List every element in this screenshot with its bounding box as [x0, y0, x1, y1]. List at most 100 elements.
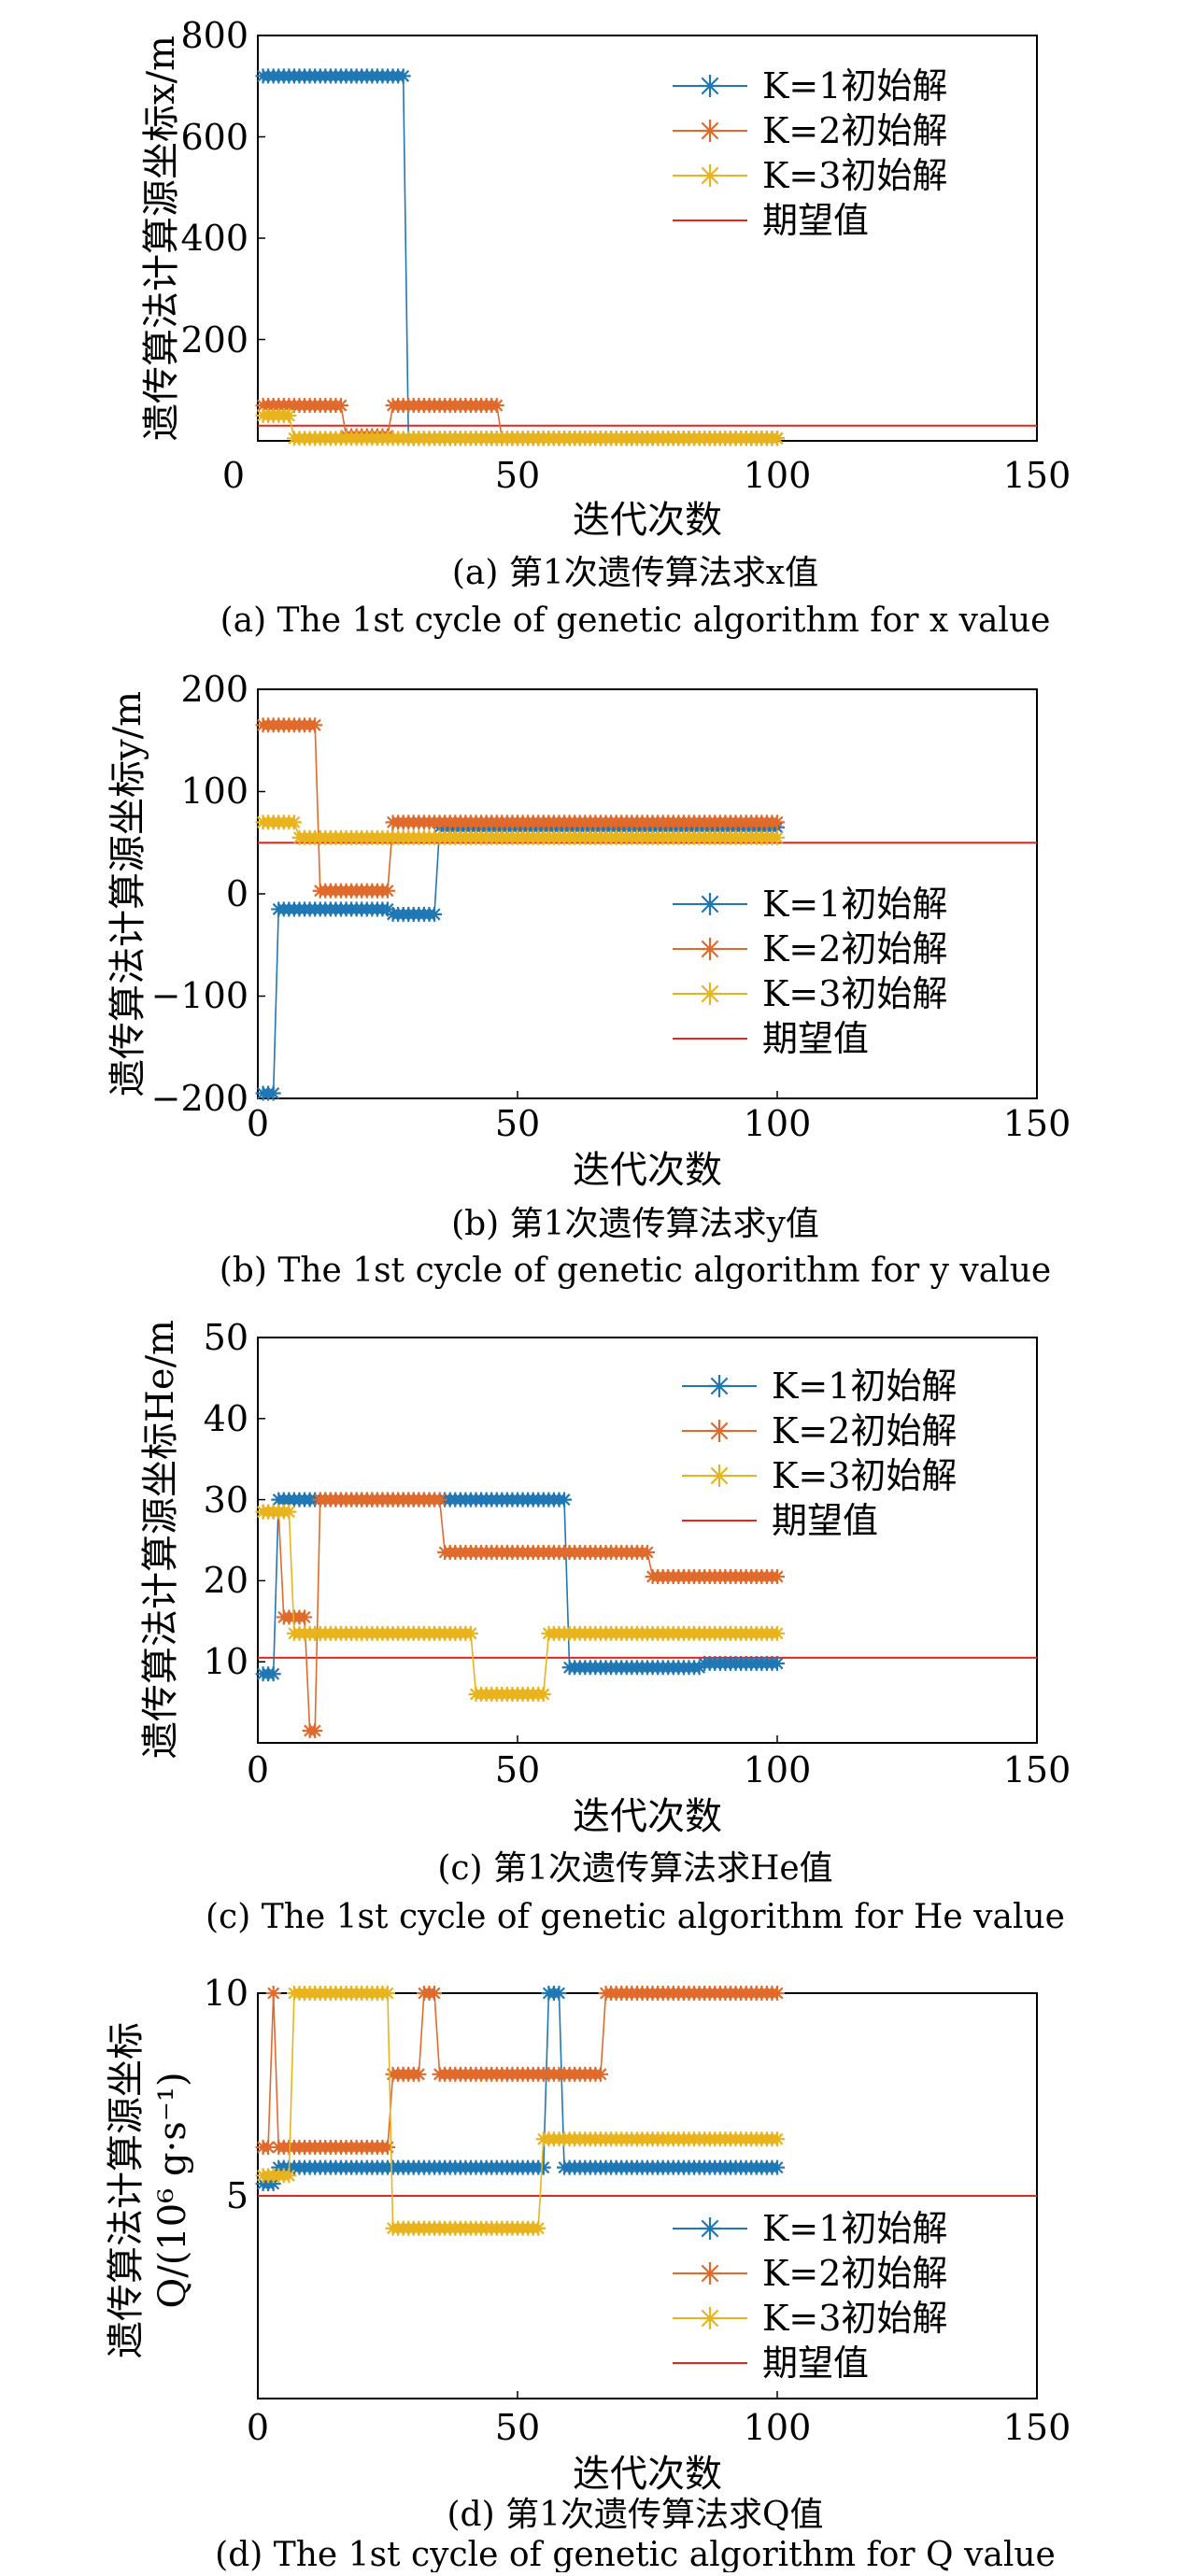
y-tick-label: 40 — [204, 1398, 248, 1439]
legend-item: K=3初始解 — [673, 155, 947, 196]
legend-marker — [699, 2217, 721, 2240]
data-point — [266, 1086, 281, 1101]
y-tick-label: 30 — [204, 1479, 248, 1521]
x-axis-label: 迭代次数 — [573, 1149, 722, 1192]
legend-marker — [699, 75, 721, 97]
legend-label: K=2初始解 — [772, 1410, 957, 1451]
legend-marker — [699, 2262, 721, 2285]
y-tick-label: 200 — [180, 319, 248, 361]
x-tick-label: 150 — [1003, 455, 1071, 496]
legend-marker — [699, 120, 721, 142]
legend-item: K=3初始解 — [673, 2298, 947, 2339]
data-point — [640, 1545, 655, 1560]
series-3 — [256, 1986, 785, 2236]
y-tick-label: 10 — [204, 1641, 248, 1682]
data-point — [536, 2160, 551, 2175]
y-tick-label: 50 — [204, 1317, 248, 1358]
y-tick-label: 200 — [180, 669, 248, 710]
y-tick-label: 400 — [180, 218, 248, 259]
x-tick-label: 0 — [247, 2407, 269, 2448]
legend-item: K=3初始解 — [673, 973, 947, 1014]
y-tick-label: 800 — [180, 15, 248, 56]
caption-en: (b) The 1st cycle of genetic algorithm f… — [220, 1252, 1052, 1290]
panel-d: 10 5 0 50 100 150 迭代次数 遗传算法计算源坐标 Q/(10⁶ … — [105, 1973, 1071, 2572]
legend-label: K=2初始解 — [762, 2253, 947, 2294]
data-point — [380, 2140, 395, 2155]
series-2 — [256, 717, 785, 898]
legend-label: 期望值 — [762, 2342, 869, 2384]
y-tick-label: 20 — [204, 1560, 248, 1601]
x-tick-label: 0 — [247, 1749, 269, 1790]
x-tick-label: 150 — [1003, 1749, 1071, 1790]
data-point — [770, 2160, 785, 2175]
legend-item: K=1初始解 — [673, 65, 947, 106]
data-point — [770, 431, 785, 446]
series-line — [263, 1993, 777, 2229]
data-point — [770, 814, 785, 829]
legend-item: K=3初始解 — [682, 1455, 957, 1496]
data-point — [593, 2067, 608, 2082]
series-1 — [256, 1986, 785, 2191]
data-point — [770, 830, 785, 845]
data-point — [427, 1986, 442, 2001]
legend-label: K=2初始解 — [762, 928, 947, 970]
data-point — [551, 1986, 566, 2001]
y-axis-label-line2: Q/(10⁶ g·s⁻¹) — [151, 2072, 194, 2308]
legend-item: 期望值 — [673, 1018, 869, 1059]
legend-label: K=3初始解 — [762, 973, 947, 1014]
y-tick-labels: 50 40 30 20 10 — [204, 1317, 248, 1682]
legend-marker — [699, 164, 721, 187]
data-point — [307, 717, 322, 732]
data-point — [770, 1569, 785, 1584]
series-3 — [256, 408, 785, 446]
data-point — [770, 2131, 785, 2146]
caption-cn: (c) 第1次遗传算法求He值 — [437, 1849, 832, 1888]
y-axis-label-line1: 遗传算法计算源坐标 — [105, 2022, 148, 2358]
x-tick-labels: 0 50 100 150 — [247, 1749, 1071, 1790]
legend-label: K=1初始解 — [762, 65, 947, 106]
x-tick-label: 0 — [222, 455, 245, 496]
legend-label: K=3初始解 — [772, 1455, 957, 1496]
series-line — [263, 725, 777, 890]
y-tick-labels: 800 600 400 200 — [180, 15, 248, 361]
series-line — [263, 1500, 777, 1675]
legend-item: K=1初始解 — [673, 884, 947, 925]
panel-a: 800 600 400 200 0 50 100 150 迭代次数 遗传算法计算… — [140, 15, 1071, 640]
panel-c: 50 40 30 20 10 0 50 100 150 迭代次数 遗传算法计算源… — [139, 1317, 1071, 1936]
y-axis-label: 遗传算法计算源坐标x/m — [140, 35, 183, 441]
caption-en: (a) The 1st cycle of genetic algorithm f… — [220, 602, 1051, 640]
legend-item: K=2初始解 — [673, 928, 947, 970]
x-tick-label: 100 — [744, 455, 812, 496]
data-point — [281, 408, 296, 423]
legend-marker — [699, 2307, 721, 2329]
y-tick-label: 600 — [180, 117, 248, 158]
panel-b: 200 100 0 −100 −200 0 50 100 150 迭代次数 遗传… — [106, 669, 1071, 1290]
data-point — [770, 1986, 785, 2001]
legend-item: K=2初始解 — [673, 110, 947, 151]
legend-item: K=1初始解 — [682, 1366, 957, 1407]
data-point — [433, 1493, 447, 1507]
x-tick-label: 100 — [744, 1103, 812, 1144]
x-tick-labels: 0 50 100 150 — [222, 455, 1071, 496]
legend-label: K=1初始解 — [762, 2208, 947, 2249]
y-tick-label: −100 — [151, 975, 248, 1016]
legend-label: 期望值 — [762, 200, 869, 241]
legend-label: K=1初始解 — [762, 884, 947, 925]
caption-en: (c) The 1st cycle of genetic algorithm f… — [206, 1898, 1065, 1936]
y-tick-labels: 10 5 — [204, 1973, 248, 2216]
legend-item: 期望值 — [673, 200, 869, 241]
legend-item: K=2初始解 — [682, 1410, 957, 1451]
legend-item: K=1初始解 — [673, 2208, 947, 2249]
y-axis-label: 遗传算法计算源坐标He/m — [139, 1320, 182, 1759]
series-1 — [256, 820, 785, 1101]
legend-label: K=1初始解 — [772, 1366, 957, 1407]
caption-cn: (d) 第1次遗传算法求Q值 — [447, 2496, 824, 2534]
data-point — [531, 2221, 546, 2236]
data-point — [770, 1656, 785, 1671]
legend-marker — [699, 938, 721, 960]
caption-en: (d) The 1st cycle of genetic algorithm f… — [215, 2536, 1056, 2572]
x-tick-labels: 0 50 100 150 — [247, 2407, 1071, 2448]
